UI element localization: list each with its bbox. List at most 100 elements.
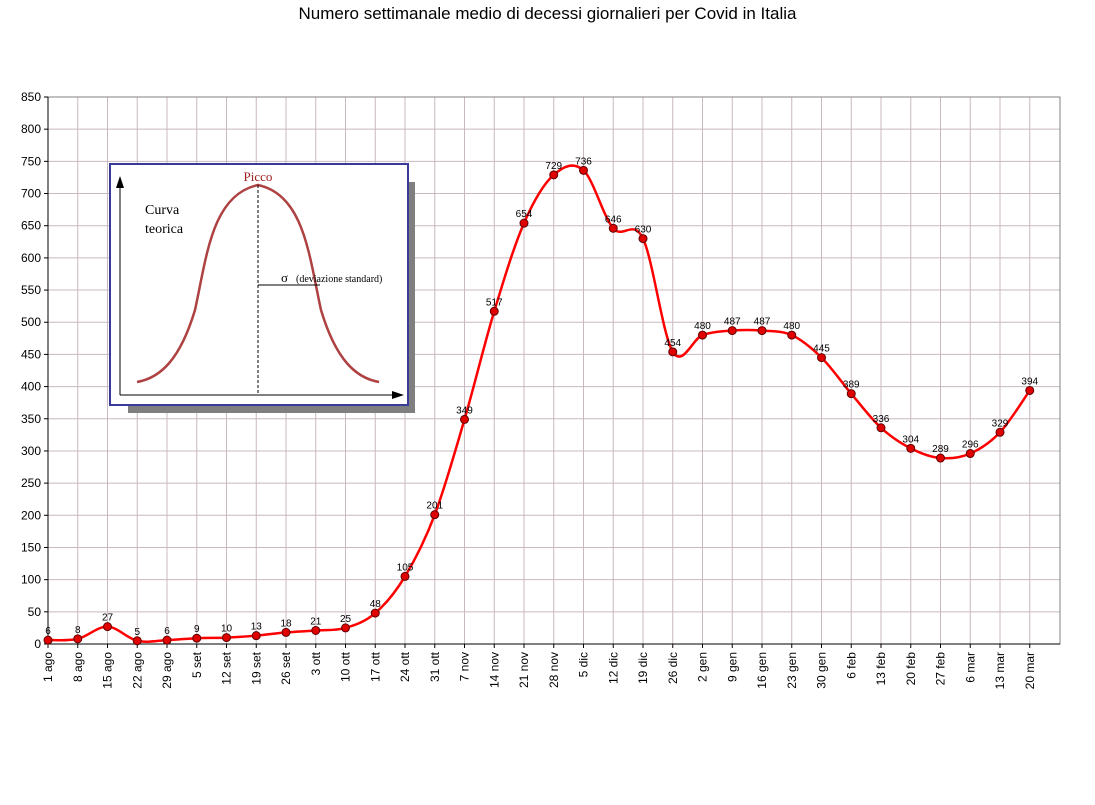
data-label: 6 <box>164 626 170 637</box>
x-tick-label: 26 dic <box>666 652 680 684</box>
data-point <box>222 633 231 643</box>
data-point <box>519 218 529 228</box>
x-tick-label: 13 mar <box>993 652 1007 689</box>
data-point <box>460 414 469 424</box>
x-tick-label: 29 ago <box>160 652 174 689</box>
data-label: 25 <box>340 614 352 625</box>
y-tick-label: 250 <box>21 476 41 490</box>
data-label: 454 <box>664 338 681 349</box>
y-tick-label: 300 <box>21 444 41 458</box>
data-label: 389 <box>843 380 860 391</box>
data-point <box>1025 385 1035 395</box>
x-tick-label: 1 ago <box>41 652 55 682</box>
data-label: 27 <box>102 613 114 624</box>
data-point <box>727 326 737 336</box>
y-tick-label: 100 <box>21 573 41 587</box>
y-tick-label: 700 <box>21 187 41 201</box>
data-label: 736 <box>575 156 592 167</box>
data-label: 105 <box>397 562 414 573</box>
y-tick-label: 750 <box>21 154 41 168</box>
data-label: 48 <box>370 599 382 610</box>
x-tick-label: 24 ott <box>398 651 412 682</box>
data-point <box>965 449 975 459</box>
data-point <box>400 571 410 581</box>
data-point <box>370 608 380 618</box>
data-label: 5 <box>134 627 140 638</box>
inset-ylabel-line2: teorica <box>145 222 184 237</box>
y-tick-label: 50 <box>28 605 42 619</box>
data-label: 729 <box>545 161 562 172</box>
data-label: 487 <box>724 317 741 328</box>
data-label: 487 <box>754 317 771 328</box>
series-line <box>47 164 1031 643</box>
data-label: 21 <box>310 616 322 627</box>
data-label: 480 <box>694 321 711 332</box>
data-point <box>787 330 797 340</box>
x-tick-label: 12 set <box>220 651 234 684</box>
data-point <box>43 635 53 645</box>
data-label: 18 <box>280 618 292 629</box>
y-tick-label: 400 <box>21 380 41 394</box>
x-axis: 1 ago 8 ago 15 ago 22 ago 29 ago 5 set 12 set 1… <box>41 643 1060 689</box>
data-label: 10 <box>221 624 233 635</box>
x-tick-label: 12 dic <box>606 652 620 684</box>
data-point <box>757 326 767 336</box>
data-point <box>817 353 826 363</box>
y-axis: 0 50 100 150 200 250 300 350 400 450 500 550 600 650 7… <box>21 90 49 651</box>
data-label: 517 <box>486 297 503 308</box>
y-tick-label: 800 <box>21 122 41 136</box>
inset-y-arrow <box>116 176 124 188</box>
data-point <box>341 623 350 633</box>
x-tick-label: 26 set <box>279 651 293 684</box>
x-tick-label: 22 ago <box>130 652 144 689</box>
x-tick-label: 6 mar <box>963 652 977 683</box>
data-point <box>876 423 886 433</box>
x-tick-label: 7 nov <box>458 652 472 681</box>
x-tick-label: 9 gen <box>725 652 739 682</box>
data-label: 646 <box>605 214 622 225</box>
data-point <box>430 510 440 520</box>
data-point <box>132 636 142 646</box>
data-label: 296 <box>962 440 979 451</box>
x-tick-label: 19 set <box>249 651 263 684</box>
x-tick-label: 8 ago <box>71 652 85 682</box>
x-tick-label: 30 gen <box>815 652 829 689</box>
inset-sigma-symbol: σ <box>281 270 288 285</box>
data-point <box>608 223 618 233</box>
data-label: 6 <box>45 626 51 637</box>
data-point <box>698 330 707 340</box>
data-point <box>906 443 916 453</box>
data-point <box>103 622 112 632</box>
x-tick-label: 6 feb <box>844 652 858 679</box>
x-tick-label: 5 dic <box>577 652 591 677</box>
x-tick-label: 19 dic <box>636 652 650 684</box>
data-point <box>489 306 499 316</box>
x-tick-label: 2 gen <box>696 652 710 682</box>
data-label: 445 <box>813 344 830 355</box>
x-tick-label: 23 gen <box>785 652 799 689</box>
y-tick-label: 500 <box>21 315 41 329</box>
data-point <box>579 165 588 175</box>
y-tick-label: 650 <box>21 219 41 233</box>
y-tick-label: 0 <box>34 637 41 651</box>
data-label: 394 <box>1021 376 1038 387</box>
x-tick-label: 20 feb <box>904 652 918 686</box>
inset-x-arrow <box>392 391 404 399</box>
data-point <box>192 633 202 643</box>
x-tick-label: 13 feb <box>874 652 888 686</box>
data-point <box>638 234 648 244</box>
data-point <box>281 627 291 637</box>
data-label: 13 <box>251 622 263 633</box>
data-label: 654 <box>516 209 533 220</box>
inset-sigma-label: (deviazione standard) <box>296 274 382 285</box>
data-point <box>668 347 678 357</box>
inset-peak-label: Picco <box>244 169 273 184</box>
data-label: 8 <box>75 625 81 636</box>
series-deaths: 6 8 27 5 6 9 10 13 18 21 25 48 105 201 349 517 654 729 736… <box>43 156 1039 646</box>
y-tick-label: 350 <box>21 412 41 426</box>
x-tick-label: 28 nov <box>547 652 561 688</box>
x-tick-label: 16 gen <box>755 652 769 689</box>
data-label: 201 <box>426 501 443 512</box>
x-tick-label: 14 nov <box>487 652 501 688</box>
